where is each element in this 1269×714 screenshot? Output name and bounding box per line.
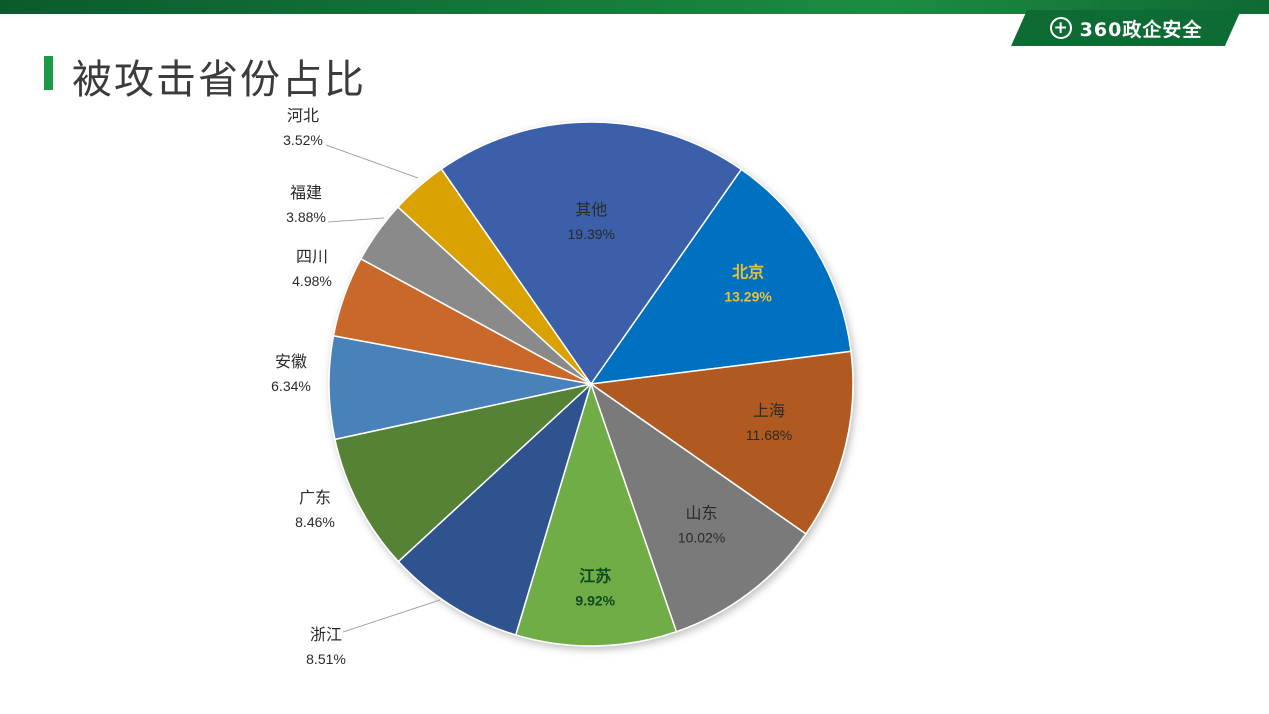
pie-slices (328, 121, 854, 647)
slice-labels: 北京 13.29% 上海 11.68% 山东 10.02% 江苏 9.92% 浙江 8.51% 广东… (271, 106, 792, 667)
slice-label-value: 9.92% (575, 593, 615, 609)
leader-line (342, 599, 441, 633)
leader-line (327, 217, 385, 223)
slice-label-value: 8.46% (295, 514, 335, 530)
pie-slice-5 (334, 382, 594, 563)
slice-label-name: 河北 (287, 106, 319, 125)
pie-slice-4 (397, 381, 593, 636)
slice-label-value: 8.51% (306, 651, 346, 667)
slice-label-name: 其他 (575, 200, 607, 219)
slice-label-name: 山东 (686, 503, 718, 522)
top-banner (0, 0, 1269, 14)
slice-label-value: 13.29% (724, 288, 772, 304)
slice-label-name: 广东 (299, 488, 331, 507)
slice-label-name: 安徽 (275, 352, 307, 371)
brand-text: 360政企安全 (1079, 18, 1203, 41)
slice-label-value: 10.02% (678, 529, 725, 545)
slice-label-value: 11.68% (746, 427, 792, 443)
leader-line (325, 144, 419, 179)
pie-slice-10 (440, 121, 743, 386)
slice-label-value: 6.34% (271, 378, 311, 394)
slice-label-name: 北京 (732, 262, 764, 281)
slice-label-name: 江苏 (579, 567, 611, 586)
slice-label-value: 19.39% (568, 226, 615, 242)
brand-logo: + 360政企安全 (1011, 10, 1241, 46)
slice-label-value: 3.88% (286, 209, 326, 225)
pie-slice-1 (588, 350, 854, 535)
leader-lines (325, 144, 441, 633)
slice-label-name: 福建 (290, 183, 322, 202)
page-title: 被攻击省份占比 (72, 57, 366, 103)
brand-mark-icon: + (1049, 17, 1072, 39)
pie-slice-0 (589, 168, 852, 385)
slice-label-value: 3.52% (283, 132, 323, 148)
slice-label-name: 上海 (753, 401, 785, 420)
pie-slice-3 (514, 381, 678, 647)
title-accent-bar (44, 56, 53, 90)
pie-slice-2 (589, 382, 807, 633)
slice-label-name: 浙江 (310, 625, 342, 644)
slice-label-name: 四川 (296, 247, 328, 266)
slice-label-value: 4.98% (292, 273, 332, 289)
